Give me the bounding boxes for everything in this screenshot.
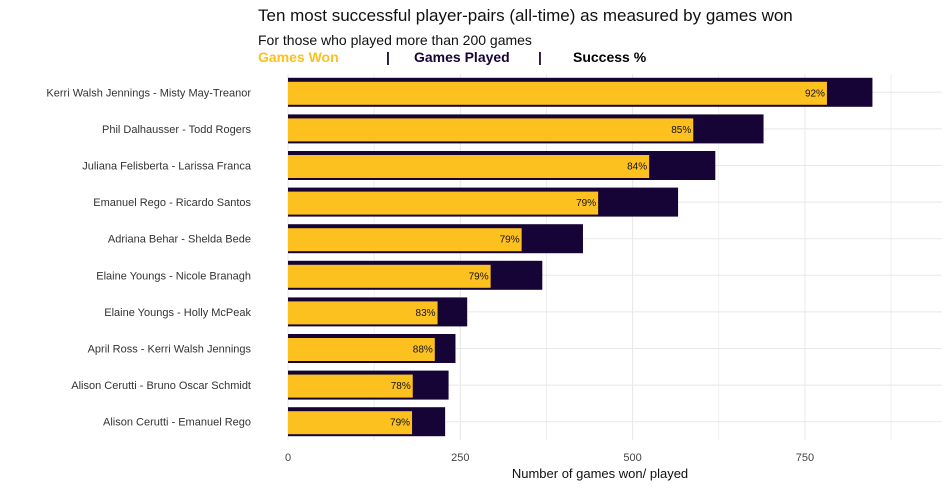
x-tick-label: 500 bbox=[623, 452, 641, 464]
success-pct-label: 79% bbox=[469, 271, 489, 282]
legend-separator: | bbox=[538, 49, 542, 65]
bar-games-won bbox=[288, 301, 438, 325]
category-label: Kerri Walsh Jennings - Misty May-Treanor bbox=[46, 87, 251, 99]
legend-separator: | bbox=[386, 49, 390, 65]
success-pct-label: 92% bbox=[805, 88, 825, 99]
success-pct-label: 84% bbox=[627, 162, 647, 173]
bar-games-won bbox=[288, 155, 650, 178]
bar-games-won bbox=[288, 191, 599, 215]
x-tick-label: 750 bbox=[796, 452, 814, 464]
bar-games-won bbox=[288, 338, 435, 361]
chart-title: Ten most successful player-pairs (all-ti… bbox=[258, 6, 793, 25]
category-label: Elaine Youngs - Nicole Branagh bbox=[96, 270, 251, 282]
bar-games-won bbox=[288, 374, 413, 398]
category-label: Emanuel Rego - Ricardo Santos bbox=[93, 197, 251, 209]
bar-games-won bbox=[288, 118, 694, 142]
success-pct-label: 78% bbox=[391, 381, 411, 392]
chart-subtitle: For those who played more than 200 games bbox=[258, 32, 532, 48]
bar-games-won bbox=[288, 264, 491, 288]
success-pct-label: 85% bbox=[671, 125, 691, 136]
success-pct-label: 83% bbox=[416, 308, 436, 319]
success-pct-label: 79% bbox=[576, 198, 596, 209]
bar-games-won bbox=[288, 411, 413, 435]
legend-games-played: Games Played bbox=[414, 49, 510, 65]
success-pct-label: 79% bbox=[500, 235, 520, 246]
success-pct-label: 88% bbox=[413, 345, 433, 356]
category-label: Elaine Youngs - Holly McPeak bbox=[104, 307, 251, 319]
category-label: Alison Cerutti - Bruno Oscar Schmidt bbox=[71, 380, 251, 392]
x-tick-label: 250 bbox=[451, 452, 469, 464]
labels: 0 250 500 750 92% Kerri Walsh Jennings - Mist… bbox=[46, 87, 825, 464]
legend-games-won: Games Won bbox=[258, 49, 339, 65]
category-label: April Ross - Kerri Walsh Jennings bbox=[88, 344, 252, 356]
legend-success-pct: Success % bbox=[573, 49, 647, 65]
x-tick-label: 0 bbox=[285, 452, 291, 464]
category-label: Juliana Felisberta - Larissa Franca bbox=[82, 161, 252, 173]
category-label: Phil Dalhausser - Todd Rogers bbox=[102, 124, 251, 136]
bar-games-won bbox=[288, 81, 827, 105]
category-label: Adriana Behar - Shelda Bede bbox=[108, 234, 251, 246]
bars bbox=[288, 77, 873, 437]
legend: Games Won | Games Played | Success % bbox=[258, 49, 646, 65]
x-axis-title: Number of games won/ played bbox=[512, 466, 688, 481]
success-pct-label: 79% bbox=[390, 418, 410, 429]
bar-games-won bbox=[288, 228, 522, 252]
category-label: Alison Cerutti - Emanuel Rego bbox=[103, 417, 251, 429]
